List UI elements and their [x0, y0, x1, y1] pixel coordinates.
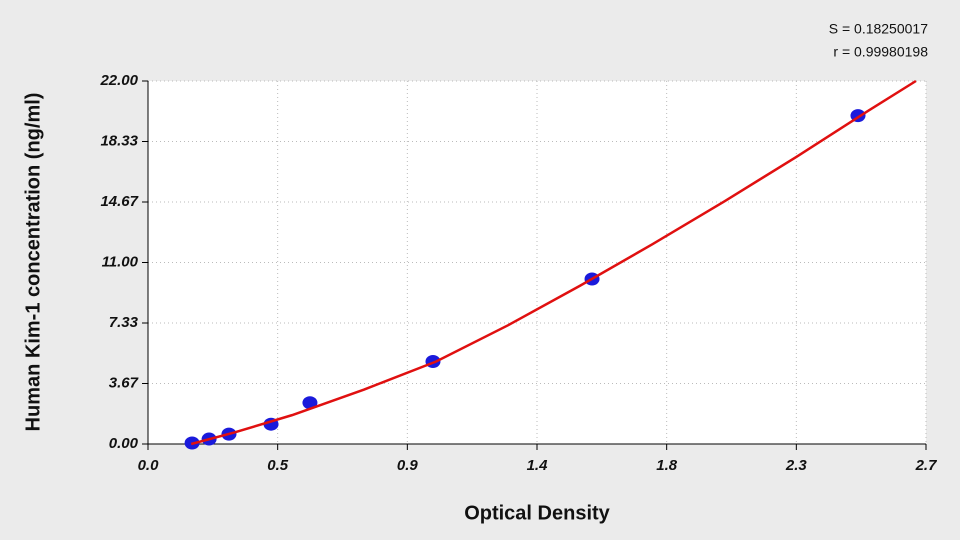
x-tick-label: 1.4 — [527, 457, 549, 474]
y-tick-label: 11.00 — [102, 253, 139, 270]
y-tick-label: 0.00 — [109, 435, 139, 452]
data-point — [302, 396, 318, 410]
x-tick-label: 0.9 — [397, 457, 419, 474]
y-tick-label: 7.33 — [109, 314, 139, 331]
y-tick-label: 3.67 — [109, 374, 139, 391]
annotation: r = 0.99980198 — [833, 44, 928, 60]
y-tick-label: 18.33 — [100, 132, 138, 149]
x-tick-label: 0.0 — [138, 457, 160, 474]
x-tick-label: 1.8 — [656, 457, 678, 474]
x-tick-label: 2.7 — [915, 457, 938, 474]
x-axis-title: Optical Density — [464, 502, 610, 524]
x-tick-label: 0.5 — [267, 457, 289, 474]
annotation: S = 0.18250017 — [829, 21, 928, 37]
y-tick-label: 22.00 — [99, 72, 138, 89]
x-tick-label: 2.3 — [785, 457, 808, 474]
y-axis-title: Human Kim-1 concentration (ng/ml) — [22, 93, 44, 432]
y-tick-label: 14.67 — [100, 193, 138, 210]
fit-curve — [190, 79, 917, 446]
